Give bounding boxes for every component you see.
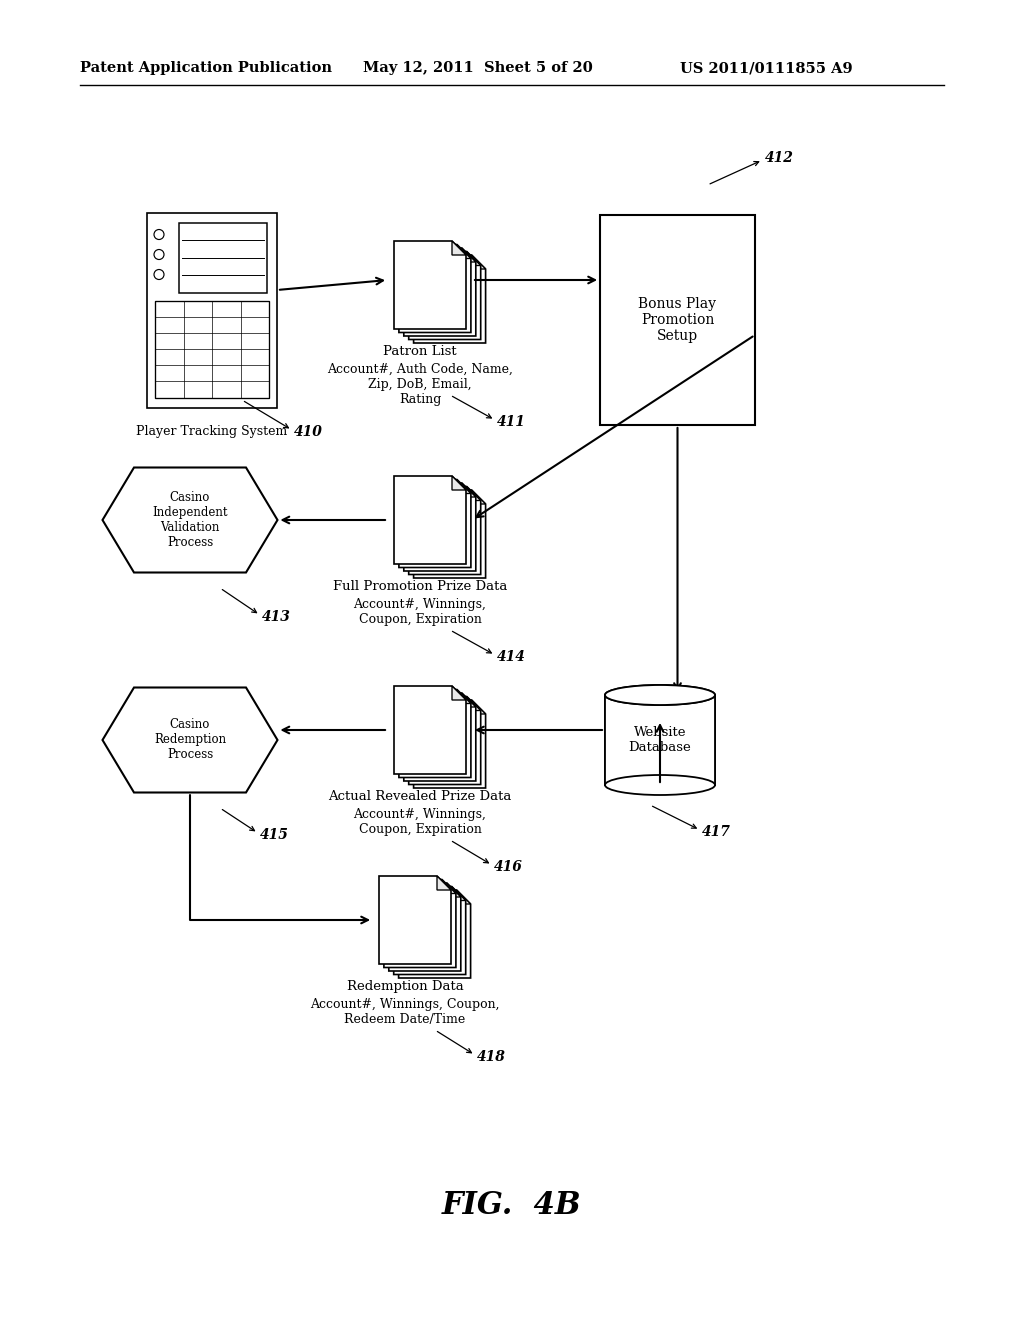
PathPatch shape	[394, 686, 466, 774]
Circle shape	[154, 230, 164, 239]
Text: Full Promotion Prize Data: Full Promotion Prize Data	[333, 579, 507, 593]
Polygon shape	[467, 252, 480, 265]
Text: 415: 415	[260, 828, 289, 842]
PathPatch shape	[399, 689, 471, 777]
Bar	[179, 223, 267, 293]
Bar	[605, 696, 715, 785]
Polygon shape	[462, 248, 476, 261]
PathPatch shape	[384, 879, 456, 968]
PathPatch shape	[403, 693, 476, 781]
Polygon shape	[452, 242, 466, 255]
Circle shape	[154, 269, 164, 280]
Bar	[155, 301, 269, 397]
Text: 416: 416	[494, 861, 523, 874]
Text: Redemption Data: Redemption Data	[347, 979, 464, 993]
Text: Casino
Independent
Validation
Process: Casino Independent Validation Process	[153, 491, 227, 549]
PathPatch shape	[414, 490, 485, 578]
Text: 417: 417	[702, 825, 731, 840]
Polygon shape	[467, 487, 480, 500]
Text: May 12, 2011  Sheet 5 of 20: May 12, 2011 Sheet 5 of 20	[362, 61, 593, 75]
Polygon shape	[452, 887, 466, 900]
Polygon shape	[467, 697, 480, 710]
PathPatch shape	[414, 255, 485, 343]
Text: 413: 413	[262, 610, 291, 624]
Polygon shape	[462, 693, 476, 708]
Polygon shape	[472, 490, 485, 504]
PathPatch shape	[409, 252, 480, 339]
PathPatch shape	[399, 244, 471, 333]
Ellipse shape	[605, 685, 715, 705]
Text: Website
Database: Website Database	[629, 726, 691, 754]
Text: 418: 418	[477, 1049, 506, 1064]
Text: Account#, Winnings,
Coupon, Expiration: Account#, Winnings, Coupon, Expiration	[353, 808, 486, 836]
Polygon shape	[472, 255, 485, 269]
Text: Player Tracking System: Player Tracking System	[136, 425, 288, 438]
Ellipse shape	[605, 775, 715, 795]
Polygon shape	[452, 686, 466, 700]
Polygon shape	[452, 477, 466, 490]
PathPatch shape	[379, 876, 451, 964]
PathPatch shape	[389, 883, 461, 972]
Polygon shape	[102, 467, 278, 573]
Polygon shape	[457, 479, 471, 494]
PathPatch shape	[409, 697, 480, 784]
Circle shape	[154, 249, 164, 260]
Text: Patron List: Patron List	[383, 345, 457, 358]
Polygon shape	[457, 244, 471, 259]
PathPatch shape	[394, 242, 466, 329]
PathPatch shape	[409, 487, 480, 574]
PathPatch shape	[414, 700, 485, 788]
PathPatch shape	[403, 483, 476, 572]
Polygon shape	[437, 876, 451, 890]
Ellipse shape	[605, 685, 715, 705]
Text: Account#, Winnings,
Coupon, Expiration: Account#, Winnings, Coupon, Expiration	[353, 598, 486, 626]
Polygon shape	[457, 890, 471, 904]
Text: Actual Revealed Prize Data: Actual Revealed Prize Data	[329, 789, 512, 803]
Polygon shape	[457, 689, 471, 704]
PathPatch shape	[399, 479, 471, 568]
Text: Bonus Play
Promotion
Setup: Bonus Play Promotion Setup	[639, 297, 717, 343]
Text: US 2011/0111855 A9: US 2011/0111855 A9	[680, 61, 853, 75]
Text: 414: 414	[497, 649, 526, 664]
Polygon shape	[442, 879, 456, 894]
PathPatch shape	[394, 477, 466, 564]
Text: 410: 410	[294, 425, 323, 440]
Polygon shape	[102, 688, 278, 792]
PathPatch shape	[393, 887, 466, 974]
Bar	[147, 213, 278, 408]
Text: Patent Application Publication: Patent Application Publication	[80, 61, 332, 75]
Polygon shape	[462, 483, 476, 498]
Text: Account#, Winnings, Coupon,
Redeem Date/Time: Account#, Winnings, Coupon, Redeem Date/…	[310, 998, 500, 1026]
PathPatch shape	[398, 890, 471, 978]
Text: Account#, Auth Code, Name,
Zip, DoB, Email,
Rating: Account#, Auth Code, Name, Zip, DoB, Ema…	[327, 363, 513, 407]
Polygon shape	[446, 883, 461, 898]
Bar	[600, 215, 755, 425]
Text: Casino
Redemption
Process: Casino Redemption Process	[154, 718, 226, 762]
PathPatch shape	[403, 248, 476, 337]
Text: 412: 412	[765, 150, 794, 165]
Text: 411: 411	[497, 414, 526, 429]
Text: FIG.  4B: FIG. 4B	[442, 1189, 582, 1221]
Polygon shape	[472, 700, 485, 714]
